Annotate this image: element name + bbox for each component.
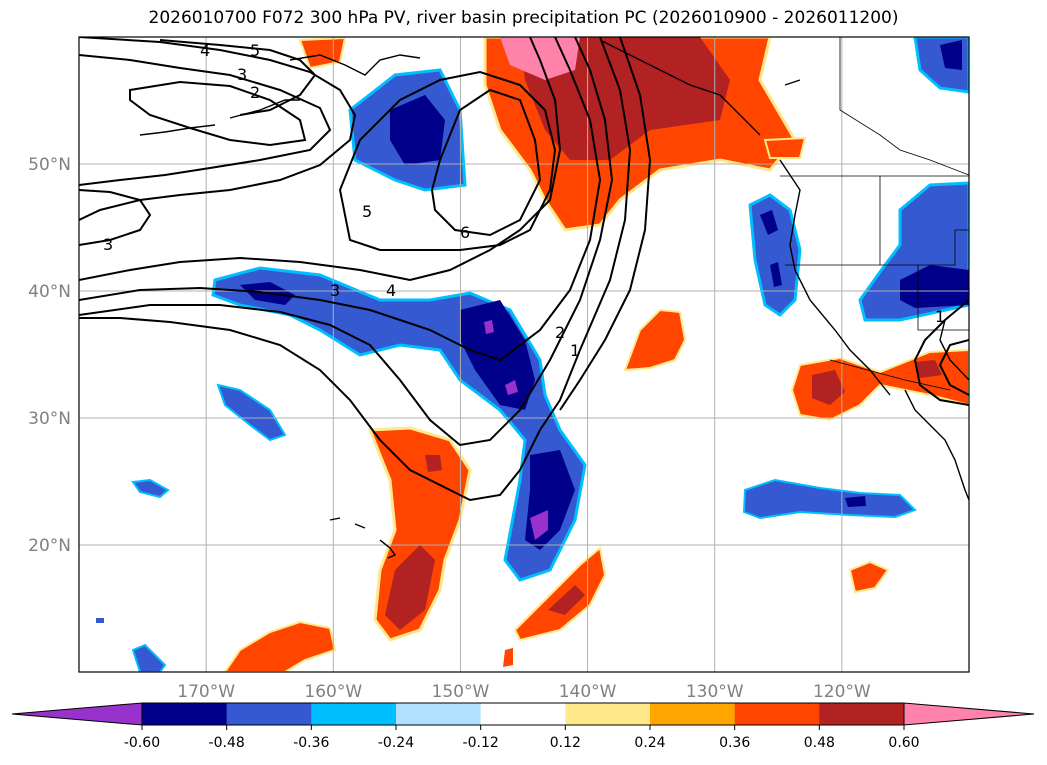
contour-label: 5 <box>250 41 260 60</box>
colorbar-tick-label: 0.60 <box>888 735 919 751</box>
colorbar-tick-label: 0.48 <box>804 735 835 751</box>
colorbar-bin <box>819 703 905 725</box>
colorbar-extend-low <box>11 702 143 726</box>
longitude-label: 120°W <box>813 682 871 702</box>
contour-label: 3 <box>330 281 340 300</box>
contour-label: 2 <box>555 323 565 342</box>
contour-label: 1 <box>935 307 945 326</box>
colorbar-bin <box>734 703 820 725</box>
longitude-label: 160°W <box>304 682 362 702</box>
latitude-label: 30°N <box>28 409 71 429</box>
precipitation-shading <box>96 37 969 672</box>
contour-label: 2 <box>250 83 260 102</box>
colorbar-bin <box>396 703 482 725</box>
colorbar-bin <box>142 703 228 725</box>
latitude-label: 50°N <box>28 155 71 175</box>
colorbar-bin <box>311 703 397 725</box>
contour-label: 1 <box>570 341 580 360</box>
map-title: 2026010700 F072 300 hPa PV, river basin … <box>148 8 899 28</box>
longitude-label: 150°W <box>432 682 490 702</box>
colorbar-tick-label: 0.36 <box>719 735 750 751</box>
colorbar-bin <box>480 703 566 725</box>
contour-labels: 5 4 3 2 3 5 6 3 4 2 1 1 <box>103 41 945 360</box>
longitude-label: 140°W <box>559 682 617 702</box>
longitude-labels: 170°W 160°W 150°W 140°W 130°W 120°W <box>177 682 871 702</box>
contour-label: 5 <box>362 202 372 221</box>
colorbar-tick-label: 0.12 <box>550 735 581 751</box>
pv-contours <box>79 37 969 502</box>
colorbar-outline <box>141 702 905 726</box>
map-frame <box>78 36 970 673</box>
colorbar-tick-labels: -0.60 -0.48 -0.36 -0.24 -0.12 0.12 0.24 0.36 0.4… <box>124 725 920 751</box>
contour-label: 4 <box>200 41 210 60</box>
contour-label: 3 <box>103 235 113 254</box>
colorbar-extend-high <box>903 702 1035 726</box>
colorbar-tick-label: -0.48 <box>209 735 245 751</box>
colorbar-tick-label: -0.60 <box>124 735 160 751</box>
contour-label: 4 <box>386 281 396 300</box>
latitude-labels: 50°N 40°N 30°N 20°N <box>28 155 71 556</box>
longitude-label: 130°W <box>686 682 744 702</box>
latitude-label: 40°N <box>28 282 71 302</box>
colorbar-tick-label: -0.12 <box>463 735 499 751</box>
colorbar-tick-label: -0.24 <box>378 735 414 751</box>
contour-label: 6 <box>460 223 470 242</box>
colorbar-tick-label: 0.24 <box>634 735 665 751</box>
political-borders <box>780 37 969 391</box>
contour-label: 3 <box>237 65 247 84</box>
latitude-label: 20°N <box>28 536 71 556</box>
colorbar-bin <box>650 703 736 725</box>
colorbar <box>11 702 1035 726</box>
gridlines <box>79 37 969 672</box>
colorbar-bin <box>226 703 312 725</box>
colorbar-tick-label: -0.36 <box>293 735 329 751</box>
longitude-label: 170°W <box>177 682 235 702</box>
colorbar-bin <box>565 703 651 725</box>
